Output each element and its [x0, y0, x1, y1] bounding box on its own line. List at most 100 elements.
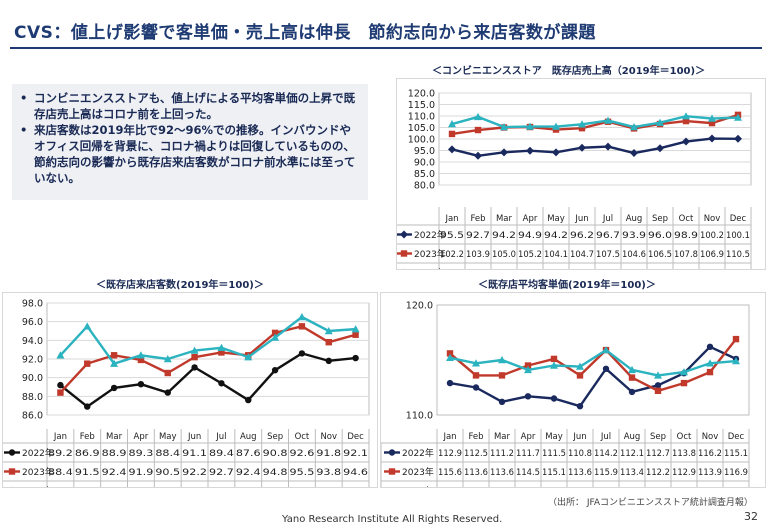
data-point [325, 357, 332, 365]
data-label: 113.6 [568, 468, 592, 478]
legend-key-marker [8, 449, 16, 456]
data-point [474, 126, 482, 134]
data-point [630, 123, 638, 131]
data-label: 86.9 [75, 449, 100, 459]
data-label: 98.9 [674, 231, 698, 241]
x-tick-label: Oct [295, 432, 310, 442]
x-tick-label: Nov [702, 432, 719, 442]
y-tick-label: 96.0 [22, 317, 43, 328]
data-point [500, 148, 508, 157]
data-point [84, 360, 91, 367]
data-label: 91.5 [75, 468, 100, 478]
data-point [56, 351, 65, 359]
y-tick-label: 80.0 [414, 181, 435, 192]
x-tick-label: Apr [523, 214, 538, 224]
data-point [708, 134, 716, 143]
x-tick-label: Aug [626, 214, 643, 224]
data-point [137, 381, 145, 388]
data-point [654, 371, 662, 379]
data-point [682, 137, 690, 146]
x-tick-label: Jun [574, 214, 588, 224]
legend-label: 2023年 [402, 466, 434, 478]
data-point [526, 146, 534, 155]
data-point [550, 395, 558, 402]
data-point [190, 346, 199, 354]
data-label: 115.1 [542, 468, 566, 478]
x-tick-label: Mar [106, 432, 123, 442]
data-point [550, 361, 558, 369]
series-line [59, 315, 356, 365]
data-label: 112.2 [646, 468, 670, 478]
x-tick-label: Jun [187, 432, 201, 442]
visitors-chart: 86.0 88.0 90.0 92.0 94.0 96.0 98.0 Jan Feb Mar Apr… [0, 299, 370, 501]
data-point [57, 381, 64, 389]
data-label: 113.8 [672, 449, 696, 459]
data-point [352, 354, 359, 362]
data-label: 92.6 [290, 449, 315, 459]
data-table: Jan Feb Mar Apr May Jun Jul Aug Sep Oct Nov Dec 2022… [392, 207, 752, 283]
data-point [218, 349, 225, 356]
data-point [576, 403, 584, 410]
data-point [298, 350, 306, 357]
data-label: 111.2 [490, 449, 514, 459]
data-label: 89.3 [129, 449, 154, 459]
x-tick-label: May [159, 432, 177, 442]
bullet-text: コンビニエンスストアも、値上げによる平均客単価の上昇で既存店売上高はコロナ前を上… [34, 91, 356, 121]
data-point [271, 333, 280, 341]
data-point [500, 123, 508, 131]
data-label: 94.2 [544, 231, 568, 241]
series-line [451, 137, 739, 157]
y-tick-label: 94.0 [22, 336, 43, 347]
data-point [448, 120, 456, 128]
legend-label: 2023年 [414, 248, 446, 260]
data-point [324, 327, 333, 335]
data-point [325, 339, 332, 346]
data-label: 111.5 [542, 449, 566, 459]
x-tick-label: Aug [240, 432, 257, 442]
legend-label: 2023年 [22, 466, 54, 478]
bullet-item: • 来店客数は2019年比で92〜96%での推移。インバウンドやオフィス回帰を背… [20, 122, 362, 186]
data-label: 107.5 [596, 250, 620, 260]
legend-key-marker [8, 486, 16, 494]
data-point [474, 112, 482, 121]
legend-key-marker [400, 230, 408, 239]
series-line [451, 113, 739, 136]
page-number: 32 [744, 510, 758, 523]
x-tick-label: Dec [728, 432, 745, 442]
data-label: 114.5 [516, 468, 540, 478]
x-tick-label: Oct [677, 432, 692, 442]
x-tick-label: Jun [572, 432, 586, 442]
legend-key-marker [400, 268, 408, 276]
data-point [498, 398, 506, 405]
data-point [472, 384, 480, 391]
data-point [732, 357, 740, 365]
data-point [656, 144, 664, 153]
source-note: （出所： JFAコンビニエンスストア統計調査月報） [548, 498, 753, 508]
data-point [552, 148, 560, 157]
data-point [576, 372, 584, 379]
y-tick-label: 115.0 [408, 100, 435, 111]
data-point [734, 134, 742, 143]
data-point [164, 389, 171, 396]
x-tick-label: Mar [494, 432, 511, 442]
legend-key-marker [388, 486, 396, 494]
data-point [446, 379, 454, 387]
x-tick-label: Sep [652, 214, 668, 224]
data-label: 89.4 [209, 449, 234, 459]
data-point [706, 343, 714, 350]
avgspend-chart: 110.0 120.0 Jan Feb Mar Apr May Jun Jul Aug Sep Oct… [380, 301, 750, 501]
x-tick-label: Jul [602, 214, 613, 224]
series-line [59, 352, 356, 408]
data-point [628, 365, 636, 374]
data-label: 94.8 [263, 468, 288, 478]
data-label: 102.2 [440, 250, 464, 260]
data-label: 91.1 [182, 449, 207, 459]
x-tick-label: May [545, 432, 563, 442]
data-point [448, 145, 456, 154]
avgspend-chart-title: ＜既存店平均客単価(2019年＝100)＞ [478, 280, 656, 291]
data-label: 112.9 [438, 449, 462, 459]
bullet-marker: • [20, 123, 28, 137]
data-label: 116.9 [724, 468, 748, 478]
y-tick-label: 86.0 [22, 411, 43, 422]
data-point [163, 355, 172, 363]
